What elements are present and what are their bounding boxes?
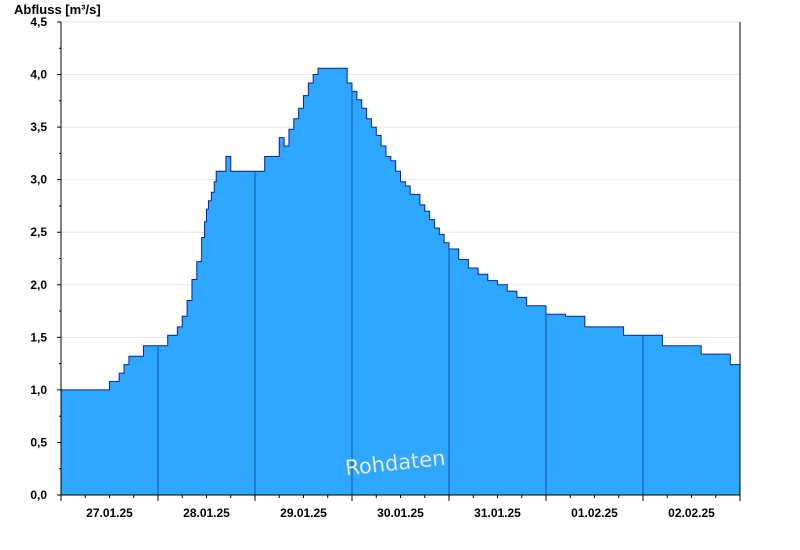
x-tick-label: 01.02.25 [571,506,618,520]
discharge-area [61,68,740,495]
y-axis-ticks: 0,0 0,5 1,0 1,5 2,0 2,5 3,0 3,5 4,0 4,5 [30,15,61,502]
y-tick-label: 1,0 [30,383,47,397]
discharge-line [60,67,740,495]
y-tick-label: 0,0 [30,488,47,502]
day-separator-lines [157,91,644,495]
y-tick-label: 0,5 [30,435,47,449]
y-tick-label: 3,0 [30,173,47,187]
y-axis-label: Abfluss [m³/s] [14,2,101,17]
x-tick-label: 30.01.25 [377,506,424,520]
y-tick-label: 4,5 [30,15,47,29]
x-tick-label: 29.01.25 [280,506,327,520]
y-tick-label: 2,0 [30,278,47,292]
x-tick-label: 28.01.25 [183,506,230,520]
y-tick-label: 1,5 [30,330,47,344]
x-tick-label: 31.01.25 [474,506,521,520]
x-tick-label: 27.01.25 [86,506,133,520]
y-tick-label: 4,0 [30,68,47,82]
x-axis-ticks: 27.01.25 28.01.25 29.01.25 30.01.25 31.01.25… [60,495,741,520]
y-tick-label: 3,5 [30,120,47,134]
x-tick-label: 02.02.25 [668,506,715,520]
y-tick-label: 2,5 [30,225,47,239]
